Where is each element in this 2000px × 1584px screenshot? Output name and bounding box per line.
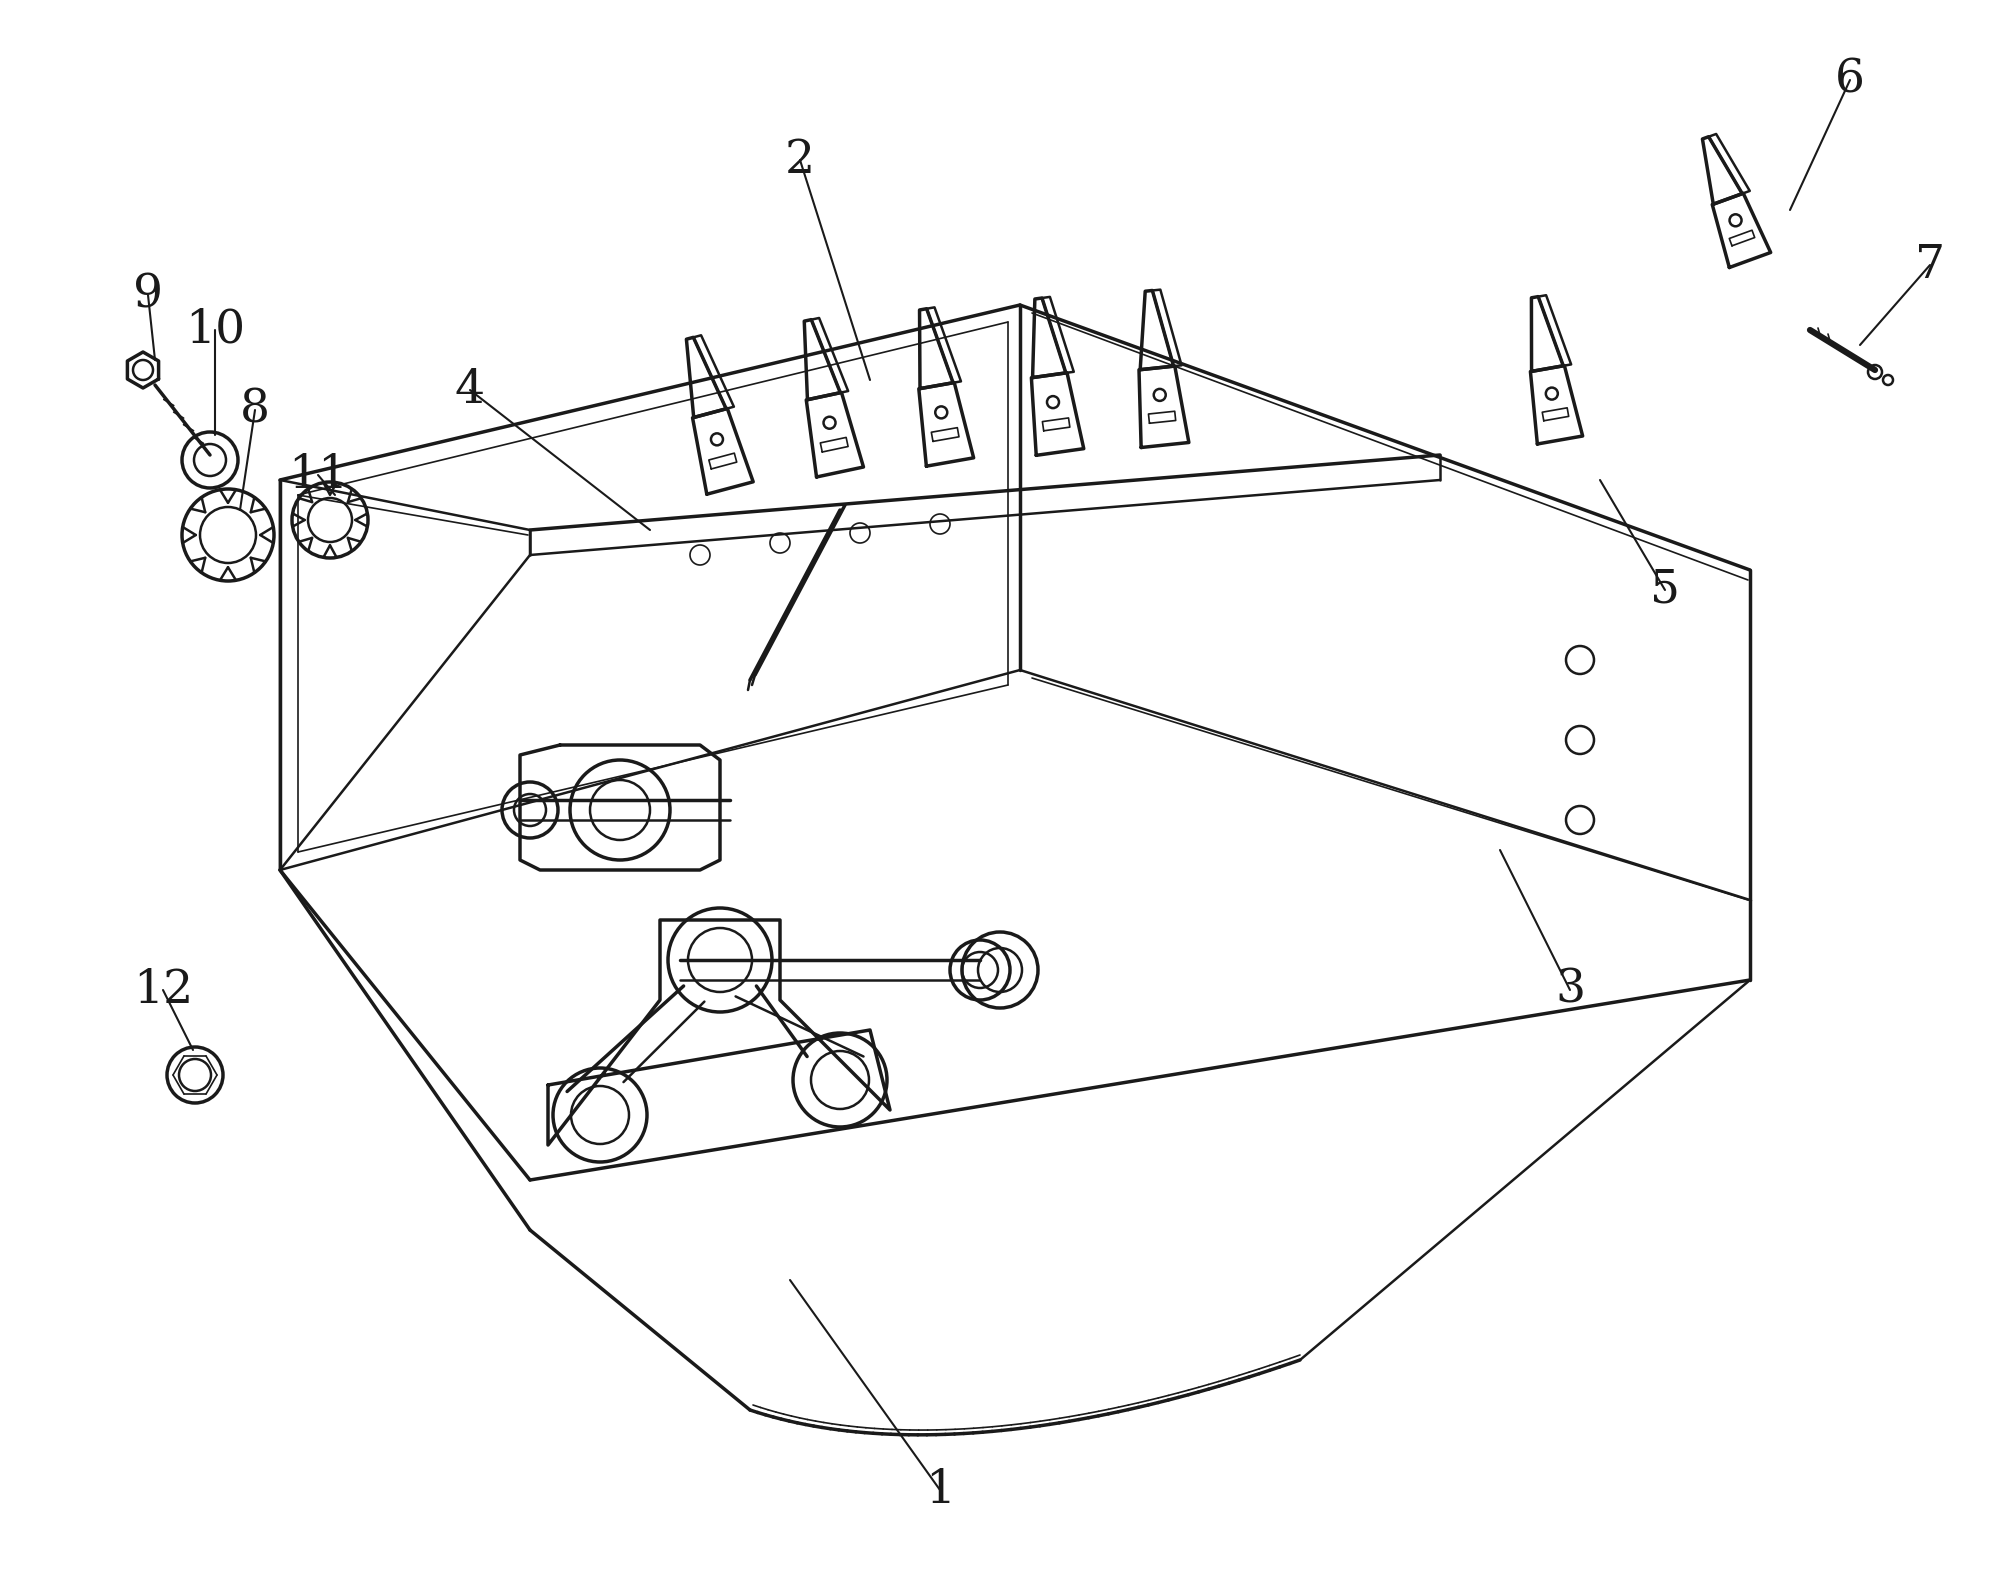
Text: 7: 7 — [1914, 242, 1946, 288]
Text: 5: 5 — [1650, 567, 1680, 613]
Text: 2: 2 — [784, 138, 816, 182]
Text: 6: 6 — [1836, 57, 1864, 103]
Text: 1: 1 — [924, 1467, 956, 1513]
Text: 8: 8 — [240, 388, 270, 432]
Text: 12: 12 — [132, 968, 194, 1012]
Text: 11: 11 — [288, 453, 348, 497]
Text: 3: 3 — [1554, 968, 1586, 1012]
Text: 9: 9 — [134, 272, 164, 318]
Text: 4: 4 — [454, 367, 486, 413]
Text: 10: 10 — [184, 307, 246, 353]
